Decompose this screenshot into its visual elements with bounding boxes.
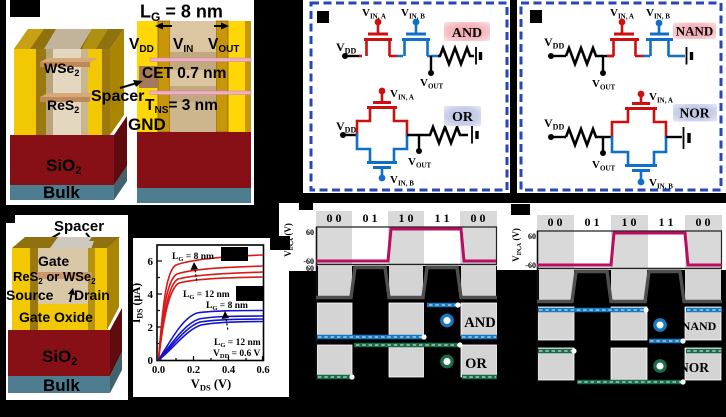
svg-text:Source: Source	[6, 287, 54, 303]
svg-text:LG = 12 nm: LG = 12 nm	[183, 290, 230, 301]
svg-text:WSe2: WSe2	[44, 60, 79, 78]
svg-text:0 0: 0 0	[327, 211, 342, 225]
svg-text:AND: AND	[452, 26, 482, 41]
svg-text:Gate Oxide: Gate Oxide	[19, 309, 93, 325]
svg-text:0.0: 0.0	[152, 365, 165, 376]
svg-text:Gate: Gate	[38, 253, 69, 269]
svg-text:6: 6	[148, 256, 154, 268]
svg-text:ReS2: ReS2	[47, 97, 79, 115]
svg-text:0: 0	[148, 355, 154, 367]
svg-text:VDS (V): VDS (V)	[191, 377, 231, 393]
svg-text:Spacer: Spacer	[54, 218, 104, 235]
svg-text:0 0: 0 0	[548, 215, 563, 229]
svg-text:GND: GND	[128, 115, 166, 134]
svg-text:VDD = 0.6 V: VDD = 0.6 V	[213, 349, 261, 360]
svg-text:0 0: 0 0	[696, 215, 711, 229]
svg-text:Bulk: Bulk	[43, 183, 80, 202]
svg-text:Spacer: Spacer	[91, 88, 144, 105]
svg-text:0.6: 0.6	[256, 365, 269, 376]
svg-text:LG = 8 nm: LG = 8 nm	[172, 252, 214, 263]
svg-text:-60: -60	[525, 261, 536, 270]
svg-text:0.4: 0.4	[222, 365, 236, 376]
svg-text:SiO2: SiO2	[46, 156, 81, 177]
svg-text:NOR: NOR	[679, 360, 709, 375]
svg-text:1 1: 1 1	[435, 211, 450, 225]
svg-text:LG = 8 nm: LG = 8 nm	[206, 301, 248, 312]
svg-text:0 1: 0 1	[585, 215, 600, 229]
svg-text:OR: OR	[452, 110, 474, 125]
svg-text:NAND: NAND	[682, 319, 717, 333]
svg-text:-60: -60	[303, 257, 314, 266]
svg-text:NAND: NAND	[676, 24, 714, 39]
svg-text:SiO2: SiO2	[42, 347, 77, 368]
svg-text:AND: AND	[464, 315, 495, 331]
svg-text:60: 60	[306, 228, 314, 237]
svg-text:Drain: Drain	[74, 287, 110, 303]
svg-text:0 0: 0 0	[471, 211, 486, 225]
svg-text:0.2: 0.2	[187, 365, 200, 376]
svg-text:LG = 12 nm: LG = 12 nm	[214, 338, 261, 349]
svg-text:ReS2 or WSe2: ReS2 or WSe2	[13, 269, 96, 286]
svg-text:OR: OR	[465, 356, 487, 372]
svg-text:1 0: 1 0	[399, 211, 414, 225]
svg-text:IDS (µA): IDS (µA)	[131, 283, 145, 323]
svg-text:NOR: NOR	[680, 106, 710, 121]
svg-text:60: 60	[528, 269, 536, 278]
svg-text:Bulk: Bulk	[43, 376, 80, 395]
svg-text:60: 60	[528, 232, 536, 241]
svg-text:4: 4	[148, 289, 154, 301]
svg-text:0 1: 0 1	[363, 211, 378, 225]
svg-text:60: 60	[306, 264, 314, 273]
svg-text:1 0: 1 0	[622, 215, 637, 229]
svg-text:LG = 8 nm: LG = 8 nm	[140, 2, 223, 25]
svg-text:1 1: 1 1	[659, 215, 674, 229]
svg-text:CET 0.7 nm: CET 0.7 nm	[142, 65, 226, 82]
svg-text:2: 2	[148, 322, 154, 334]
